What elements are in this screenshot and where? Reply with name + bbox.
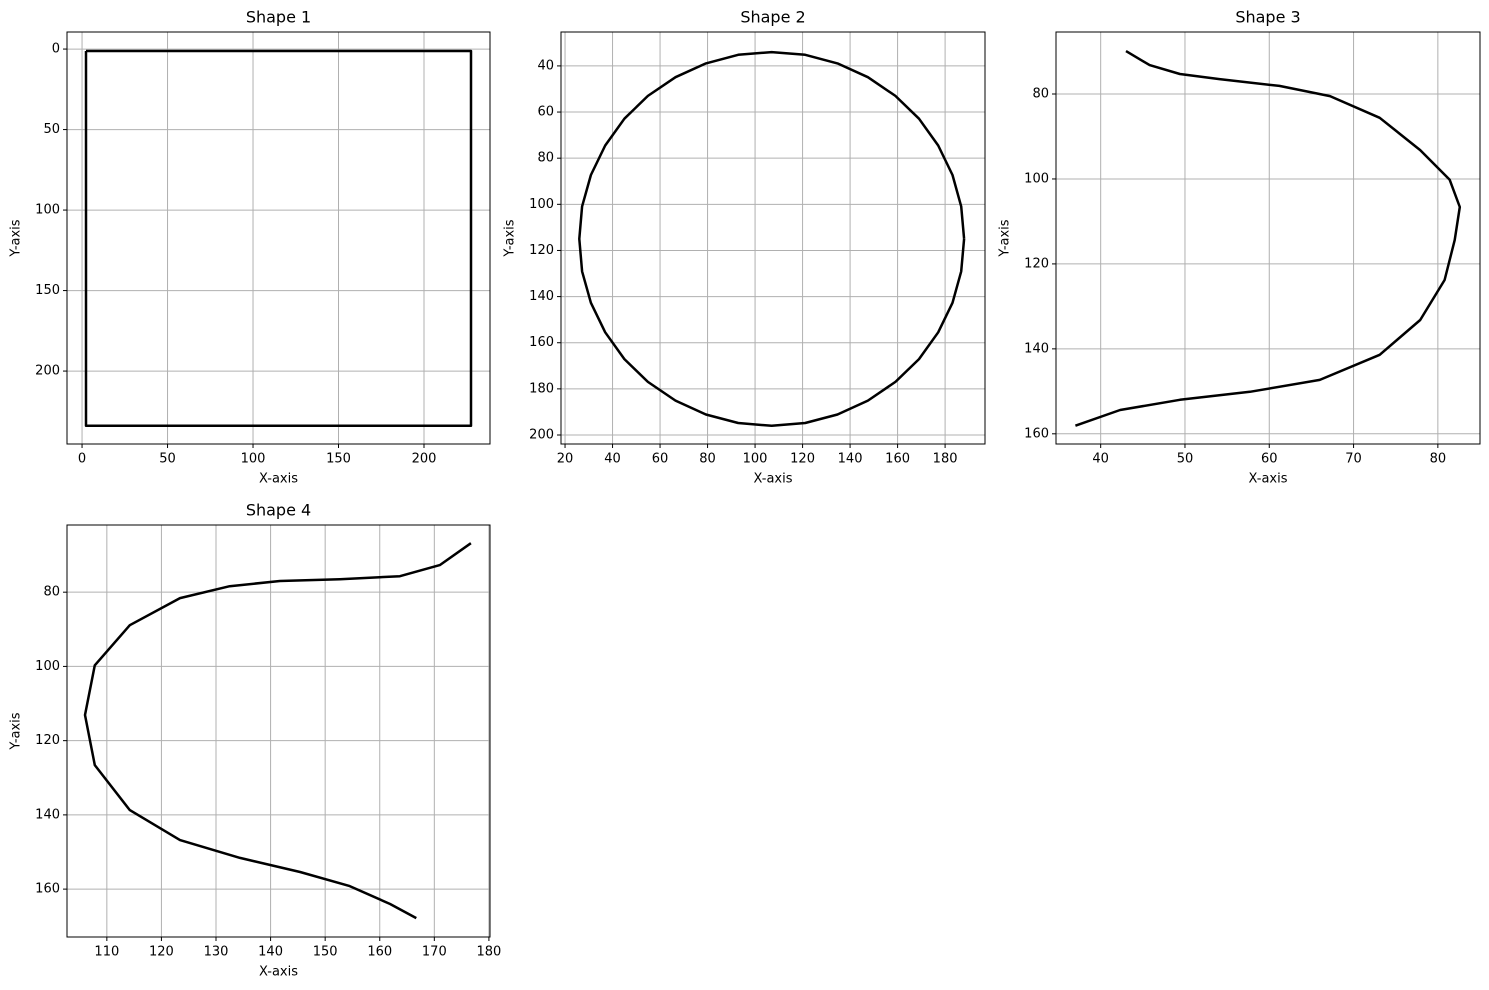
y-tick-label: 80 [1032, 87, 1049, 102]
y-axis-label: Y-axis [9, 712, 24, 750]
y-tick-label: 0 [52, 42, 60, 57]
y-tick-label: 120 [35, 733, 60, 748]
shape-line [84, 49, 473, 428]
x-tick-label: 20 [557, 452, 574, 467]
y-tick-label: 100 [35, 659, 60, 674]
x-tick-label: 120 [790, 452, 815, 467]
axes-frame [66, 31, 491, 445]
shape-line [578, 50, 966, 428]
shape-line [1074, 50, 1462, 427]
x-tick-label: 180 [933, 452, 958, 467]
x-tick-label: 130 [204, 945, 229, 960]
x-axis-label: X-axis [259, 472, 298, 487]
x-tick-label: 40 [1092, 452, 1109, 467]
y-axis-label: Y-axis [998, 219, 1013, 257]
y-axis-label: Y-axis [503, 219, 518, 257]
y-tick-label: 140 [1024, 341, 1049, 356]
y-tick-label: 120 [529, 243, 554, 258]
y-tick-label: 100 [35, 203, 60, 218]
x-tick-label: 60 [652, 452, 669, 467]
x-tick-label: 200 [412, 452, 437, 467]
x-tick-label: 50 [1177, 452, 1194, 467]
axes-frame [1055, 31, 1481, 445]
x-tick-label: 100 [241, 452, 266, 467]
y-tick-label: 160 [529, 335, 554, 350]
y-tick-label: 100 [1024, 171, 1049, 186]
y-axis-label: Y-axis [9, 219, 24, 257]
x-tick-label: 160 [367, 945, 392, 960]
chart-title: Shape 3 [1235, 8, 1300, 27]
x-tick-label: 150 [313, 945, 338, 960]
x-tick-label: 80 [699, 452, 716, 467]
y-tick-label: 120 [1024, 256, 1049, 271]
x-tick-label: 70 [1345, 452, 1362, 467]
y-tick-label: 140 [35, 807, 60, 822]
shape-line [83, 542, 472, 920]
x-tick-label: 140 [838, 452, 863, 467]
x-axis-label: X-axis [1249, 472, 1288, 487]
x-axis-label: X-axis [259, 965, 298, 980]
x-tick-label: 160 [885, 452, 910, 467]
x-tick-label: 40 [604, 452, 621, 467]
y-tick-label: 200 [529, 428, 554, 443]
y-tick-label: 50 [43, 122, 60, 137]
y-tick-label: 150 [35, 283, 60, 298]
y-tick-label: 140 [529, 289, 554, 304]
x-tick-label: 180 [476, 945, 501, 960]
y-tick-label: 160 [1024, 426, 1049, 441]
y-tick-label: 80 [537, 151, 554, 166]
chart-title: Shape 1 [246, 8, 311, 27]
y-tick-label: 40 [537, 58, 554, 73]
x-tick-label: 50 [159, 452, 176, 467]
y-tick-label: 200 [35, 364, 60, 379]
y-tick-label: 100 [529, 197, 554, 212]
y-tick-label: 60 [537, 105, 554, 120]
x-tick-label: 80 [1430, 452, 1447, 467]
axes-frame [560, 31, 986, 445]
y-tick-label: 180 [529, 381, 554, 396]
x-tick-label: 140 [258, 945, 283, 960]
x-tick-label: 0 [78, 452, 86, 467]
x-tick-label: 170 [422, 945, 447, 960]
y-tick-label: 80 [43, 585, 60, 600]
chart-title: Shape 4 [246, 501, 311, 520]
x-tick-label: 60 [1261, 452, 1278, 467]
x-axis-label: X-axis [754, 472, 793, 487]
x-tick-label: 100 [743, 452, 768, 467]
x-tick-label: 150 [326, 452, 351, 467]
y-tick-label: 160 [35, 882, 60, 897]
x-tick-label: 110 [94, 945, 119, 960]
chart-title: Shape 2 [740, 8, 805, 27]
x-tick-label: 120 [149, 945, 174, 960]
axes-frame [66, 524, 491, 938]
